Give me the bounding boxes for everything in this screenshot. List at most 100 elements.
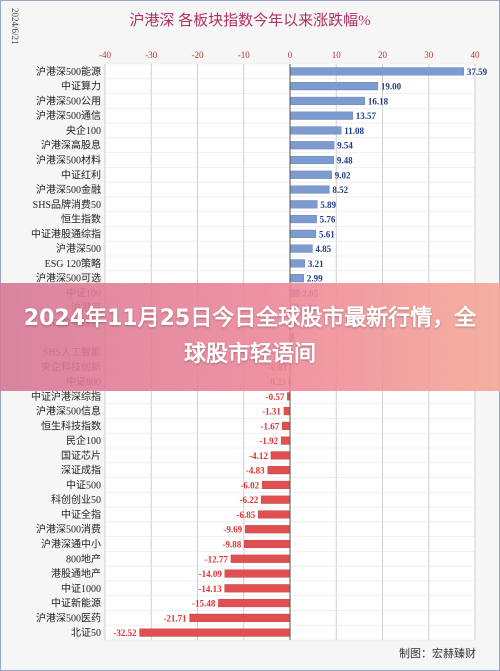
headline-banner: 2024年11月25日今日全球股市最新行情，全球股市轻语间	[0, 283, 500, 391]
bar	[289, 67, 465, 76]
value-label: 5.89	[320, 200, 336, 210]
value-label: 37.59	[467, 67, 488, 77]
value-label: -1.67	[261, 421, 280, 431]
category-label: 沪港深500金融	[36, 183, 101, 196]
category-label: 国证芯片	[61, 449, 101, 462]
bar	[289, 126, 342, 135]
bar	[289, 111, 353, 120]
value-label: 5.61	[319, 229, 335, 239]
bar	[280, 436, 291, 445]
category-label: 沪港深500信息	[36, 405, 101, 418]
x-tick-label: 0	[288, 50, 293, 60]
bar	[282, 421, 291, 430]
bar	[244, 539, 291, 549]
x-tick-label: 40	[471, 50, 481, 60]
bar	[261, 495, 291, 504]
date-label: 2024/6/21	[10, 8, 20, 45]
category-label: 沪港深500能源	[36, 65, 101, 78]
value-label: -1.92	[259, 436, 278, 446]
category-label: 央企100	[66, 124, 101, 137]
value-label: 3.21	[308, 259, 324, 269]
bar	[289, 82, 379, 91]
bar	[139, 628, 291, 637]
bar	[261, 480, 291, 489]
x-tick-label: -40	[99, 50, 111, 60]
category-label: 中证沪港深综指	[31, 390, 101, 403]
category-label: 科创创业50	[51, 493, 101, 506]
bar	[289, 155, 335, 165]
value-label: 8.52	[332, 185, 348, 195]
value-label: -9.69	[223, 525, 242, 535]
headline-text: 2024年11月25日今日全球股市最新行情，全球股市轻语间	[23, 306, 477, 367]
bar	[289, 141, 335, 150]
bar	[283, 407, 291, 416]
category-label: 中证新能源	[51, 597, 101, 610]
value-label: 13.57	[356, 111, 377, 121]
value-label: -14.13	[198, 584, 222, 594]
bar	[270, 451, 291, 460]
value-label: -32.52	[113, 628, 137, 638]
category-label: 800地产	[66, 552, 101, 565]
category-label: 中证港股通综指	[31, 227, 101, 240]
value-label: -21.71	[163, 613, 187, 623]
category-label: 恒生科技指数	[41, 419, 101, 432]
category-label: 中证红利	[61, 168, 101, 181]
value-label: -15.48	[192, 599, 216, 609]
category-label: 沪港深500医药	[36, 611, 101, 624]
category-label: 沪港深500通信	[36, 109, 101, 122]
value-label: 2.99	[307, 274, 323, 284]
category-label: SHS品牌消费50	[33, 198, 101, 211]
category-label: 沪港深高股息	[41, 139, 101, 152]
value-label: -12.77	[205, 554, 229, 564]
category-label: 沪港深500公用	[36, 94, 101, 107]
x-tick-label: -10	[238, 50, 250, 60]
value-label: 5.76	[320, 215, 336, 225]
category-label: 沪港深500材料	[36, 154, 101, 167]
value-label: 19.00	[381, 82, 402, 92]
value-label: 11.08	[344, 126, 364, 136]
chart-credit: 制图：宏赫臻财	[399, 646, 476, 660]
value-label: 9.48	[337, 156, 353, 166]
category-label: 深证成指	[61, 464, 101, 477]
value-label: -0.57	[266, 392, 285, 402]
value-label: -6.22	[239, 495, 258, 505]
bar	[189, 613, 291, 622]
category-label: 沪港深500可选	[36, 272, 101, 285]
value-label: -14.09	[199, 569, 223, 579]
value-label: -6.02	[240, 480, 259, 490]
bar	[224, 584, 291, 593]
category-label: 港股通地产	[51, 567, 101, 580]
category-label: 中证全指	[61, 508, 101, 521]
bar	[289, 96, 366, 105]
category-label: 民企100	[66, 434, 101, 447]
value-label: 4.85	[315, 244, 331, 254]
x-tick-label: -30	[145, 50, 157, 60]
bar	[289, 200, 318, 209]
value-label: -1.31	[262, 407, 281, 417]
category-label: 中证500	[66, 478, 101, 491]
bar	[289, 259, 306, 268]
value-label: 9.54	[337, 141, 353, 151]
category-label: 恒生指数	[61, 213, 101, 226]
bar	[218, 599, 291, 608]
bar	[289, 185, 330, 194]
value-label: -4.12	[249, 451, 268, 461]
value-label: 9.02	[335, 170, 351, 180]
bar	[267, 466, 291, 475]
bar	[258, 510, 291, 519]
category-label: 北证50	[71, 627, 101, 639]
bar	[289, 274, 305, 283]
category-label: 沪港深500消费	[36, 523, 101, 536]
value-label: 16.18	[368, 96, 389, 106]
bar	[244, 525, 291, 534]
category-label: 中证算力	[61, 80, 101, 93]
bar	[224, 569, 291, 578]
bar	[289, 215, 317, 224]
category-label: 中证1000	[61, 582, 101, 595]
value-label: -6.85	[237, 510, 256, 520]
bar	[289, 244, 313, 253]
x-tick-label: 10	[332, 50, 342, 60]
bar	[289, 170, 332, 179]
bar	[230, 554, 291, 563]
